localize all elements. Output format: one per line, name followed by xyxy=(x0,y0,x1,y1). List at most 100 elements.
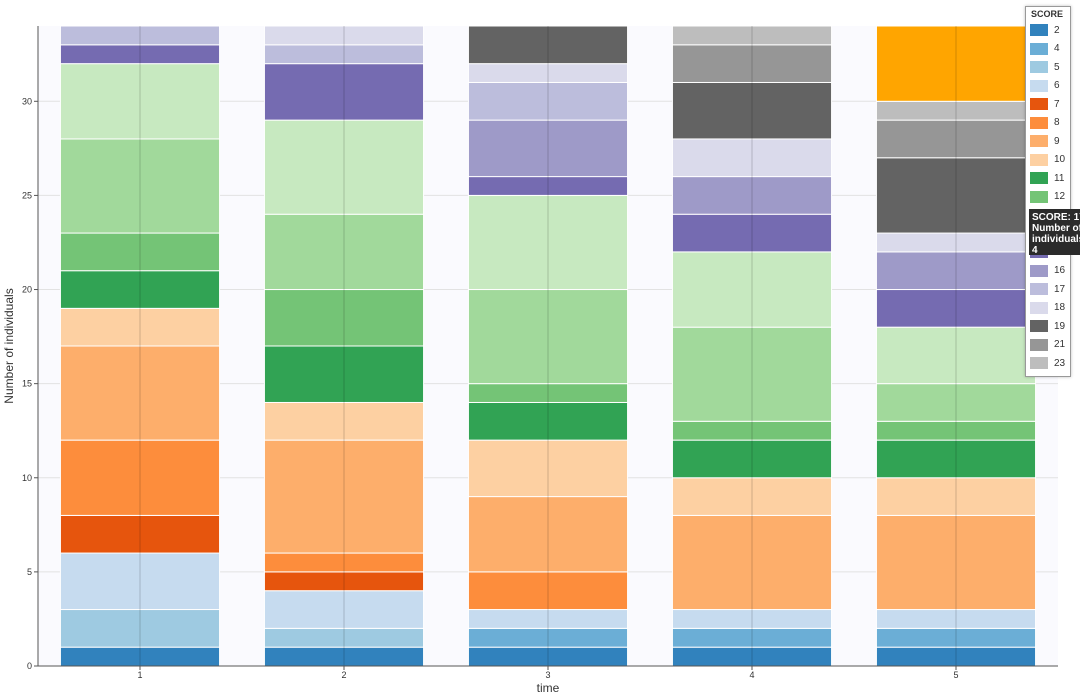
legend-item[interactable]: 11 xyxy=(1026,169,1070,188)
bar-segment xyxy=(59,138,221,234)
legend-item[interactable]: 10 xyxy=(1026,151,1070,170)
bar-segment xyxy=(263,439,425,554)
legend-item[interactable]: 17 xyxy=(1026,280,1070,299)
legend-label: 16 xyxy=(1054,265,1066,277)
tooltip: SCORE: 17 Number of individuals: 4 xyxy=(1029,209,1080,255)
bar-segment xyxy=(671,44,833,83)
bar-segment xyxy=(263,213,425,291)
bar-segment xyxy=(59,439,221,516)
bar-segment xyxy=(263,25,425,46)
bar-segment xyxy=(59,552,221,611)
legend-swatch xyxy=(1030,135,1048,148)
legend-swatch xyxy=(1030,61,1048,74)
legend-items: 2456789101112131415161718192123 xyxy=(1026,21,1070,373)
legend-label: 23 xyxy=(1054,357,1066,369)
y-tick-label: 30 xyxy=(22,96,32,106)
legend-label: 18 xyxy=(1054,302,1066,314)
legend-swatch xyxy=(1030,264,1048,277)
legend-item[interactable]: 21 xyxy=(1026,336,1070,355)
bar-segment xyxy=(671,25,833,46)
bar-segment xyxy=(467,571,629,611)
bar-segment xyxy=(671,514,833,611)
tooltip-line: SCORE: 17 xyxy=(1032,212,1080,223)
legend-label: 5 xyxy=(1054,61,1060,73)
legend-swatch xyxy=(1030,98,1048,111)
legend-label: 17 xyxy=(1054,283,1066,295)
legend-item[interactable]: 12 xyxy=(1026,188,1070,207)
x-tick-label: 5 xyxy=(953,670,958,680)
tooltip-line: individuals: xyxy=(1032,234,1080,245)
legend-item[interactable]: 18 xyxy=(1026,299,1070,318)
legend-swatch xyxy=(1030,79,1048,92)
bar-segment xyxy=(875,25,1037,102)
legend-label: 11 xyxy=(1054,172,1065,184)
legend-item[interactable]: 6 xyxy=(1026,77,1070,96)
legend-swatch xyxy=(1030,172,1048,185)
legend-item[interactable]: 4 xyxy=(1026,40,1070,59)
bar-segment xyxy=(263,119,425,215)
legend-label: 4 xyxy=(1054,43,1060,55)
legend-swatch xyxy=(1030,116,1048,129)
bar-segment xyxy=(59,270,221,309)
legend-item[interactable]: 7 xyxy=(1026,95,1070,114)
x-tick-label: 3 xyxy=(545,670,550,680)
legend-swatch xyxy=(1030,357,1048,370)
y-tick-label: 15 xyxy=(22,379,32,389)
legend-label: 2 xyxy=(1054,24,1060,36)
tooltip-line: 4 xyxy=(1032,245,1038,255)
bar-segment xyxy=(875,383,1037,422)
bar-segment xyxy=(263,401,425,441)
bar-segment xyxy=(59,63,221,140)
y-tick-label: 0 xyxy=(27,661,32,671)
legend-item[interactable]: 19 xyxy=(1026,317,1070,336)
legend-item[interactable]: 2 xyxy=(1026,21,1070,40)
legend-swatch xyxy=(1030,153,1048,166)
bar-segment xyxy=(59,232,221,272)
legend-label: 21 xyxy=(1054,339,1066,351)
bar-segment xyxy=(671,176,833,215)
x-tick-label: 4 xyxy=(749,670,754,680)
legend-label: 12 xyxy=(1054,191,1066,203)
legend-swatch xyxy=(1030,320,1048,333)
bar-segment xyxy=(467,496,629,573)
legend-label: 8 xyxy=(1054,117,1060,129)
bar-segment xyxy=(671,439,833,479)
legend-swatch xyxy=(1030,42,1048,55)
legend-item[interactable]: 8 xyxy=(1026,114,1070,133)
bar-segment xyxy=(263,590,425,629)
legend-label: 6 xyxy=(1054,80,1060,92)
bar-segment xyxy=(59,345,221,441)
bar-segment xyxy=(59,25,221,46)
bar-segment xyxy=(467,401,629,441)
bar-segment xyxy=(671,326,833,422)
legend-label: 9 xyxy=(1054,135,1060,147)
bar-segment xyxy=(671,477,833,516)
y-tick-label: 10 xyxy=(22,473,32,483)
legend-swatch xyxy=(1030,283,1048,296)
legend-swatch xyxy=(1030,24,1048,37)
x-axis-title: time xyxy=(537,681,560,695)
legend-item[interactable]: 5 xyxy=(1026,58,1070,77)
legend-item[interactable]: 9 xyxy=(1026,132,1070,151)
legend-label: 10 xyxy=(1054,154,1066,166)
bar-segment xyxy=(875,119,1037,159)
y-tick-label: 5 xyxy=(27,567,32,577)
bar-segment xyxy=(263,345,425,403)
tooltip-line: Number of xyxy=(1032,223,1080,234)
legend-item[interactable]: 23 xyxy=(1026,354,1070,373)
bar-segment xyxy=(875,477,1037,516)
bar-segment xyxy=(875,251,1037,291)
legend-label: 7 xyxy=(1054,98,1060,110)
legend-item[interactable]: 16 xyxy=(1026,262,1070,281)
y-axis-title: Number of individuals xyxy=(2,288,16,403)
legend-swatch xyxy=(1030,190,1048,203)
x-tick-label: 2 xyxy=(341,670,346,680)
bar-segment xyxy=(671,81,833,140)
legend-swatch xyxy=(1030,338,1048,351)
legend-label: 19 xyxy=(1054,320,1066,332)
bar-segment xyxy=(671,251,833,328)
bar-segment xyxy=(671,213,833,253)
legend: SCORE 2456789101112131415161718192123 xyxy=(1025,6,1071,377)
bar-segment xyxy=(467,289,629,385)
